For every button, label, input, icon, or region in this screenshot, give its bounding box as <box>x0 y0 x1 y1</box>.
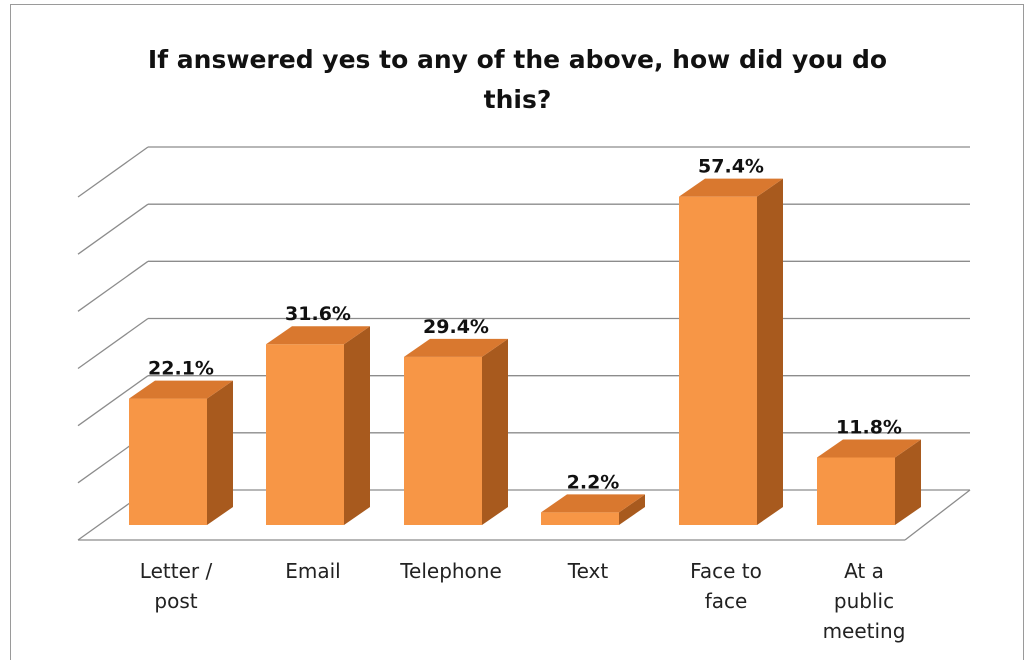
category-label-line: Letter / <box>139 559 213 583</box>
bar-top <box>129 380 233 399</box>
category-label-line: Email <box>285 559 341 583</box>
bar-front <box>541 512 619 525</box>
data-label: 29.4% <box>423 316 489 338</box>
bar-top <box>404 338 508 357</box>
data-labels: 22.1% 31.6% 29.4% 2.2% 57.4% 11.8% <box>148 156 902 494</box>
bar-side <box>207 380 233 525</box>
category-label: Letter / post <box>106 556 246 616</box>
bar <box>266 326 370 525</box>
bar-top <box>817 439 921 458</box>
category-label: Face to face <box>656 556 796 616</box>
bar-side <box>757 178 783 525</box>
bar-top <box>266 326 370 345</box>
bar-front <box>266 344 344 525</box>
floor-right-edge <box>904 489 971 541</box>
gridline-wall <box>77 375 149 427</box>
bar-front <box>129 398 207 525</box>
bar <box>404 338 508 525</box>
category-label-line: public <box>833 589 895 613</box>
category-label-line: face <box>704 589 748 613</box>
category-label-line: Text <box>567 559 609 583</box>
data-label: 2.2% <box>567 471 620 493</box>
bar-side <box>344 326 370 525</box>
bar-side <box>482 338 508 525</box>
chart-frame <box>10 4 1024 660</box>
bar-front <box>404 356 482 525</box>
category-label-line: meeting <box>822 619 906 643</box>
bars <box>129 178 921 525</box>
bar-side <box>895 439 921 525</box>
category-label: Telephone <box>381 556 521 586</box>
category-label: Text <box>518 556 658 586</box>
gridline-wall <box>77 203 149 255</box>
gridline-wall <box>77 317 149 370</box>
bar-side <box>619 494 645 525</box>
bar-top <box>679 178 783 197</box>
data-label: 31.6% <box>285 303 351 325</box>
chart-title: If answered yes to any of the above, how… <box>147 45 888 114</box>
bar <box>679 178 783 525</box>
data-label: 11.8% <box>836 417 902 439</box>
category-label-line: At a <box>844 559 884 583</box>
bar-front <box>679 196 757 525</box>
category-label: Email <box>243 556 383 586</box>
gridline-wall <box>77 146 149 198</box>
category-label-line: Telephone <box>400 559 502 583</box>
gridline-wall <box>77 260 149 312</box>
bar <box>541 494 645 525</box>
bar <box>817 439 921 525</box>
bar <box>129 380 233 525</box>
category-label-line: Face to <box>690 559 762 583</box>
data-label: 22.1% <box>148 358 214 380</box>
bar-front <box>817 457 895 525</box>
data-label: 57.4% <box>698 156 764 178</box>
category-label: At a public meeting <box>794 556 934 646</box>
bar-top <box>541 494 645 513</box>
category-label-line: post <box>154 589 198 613</box>
